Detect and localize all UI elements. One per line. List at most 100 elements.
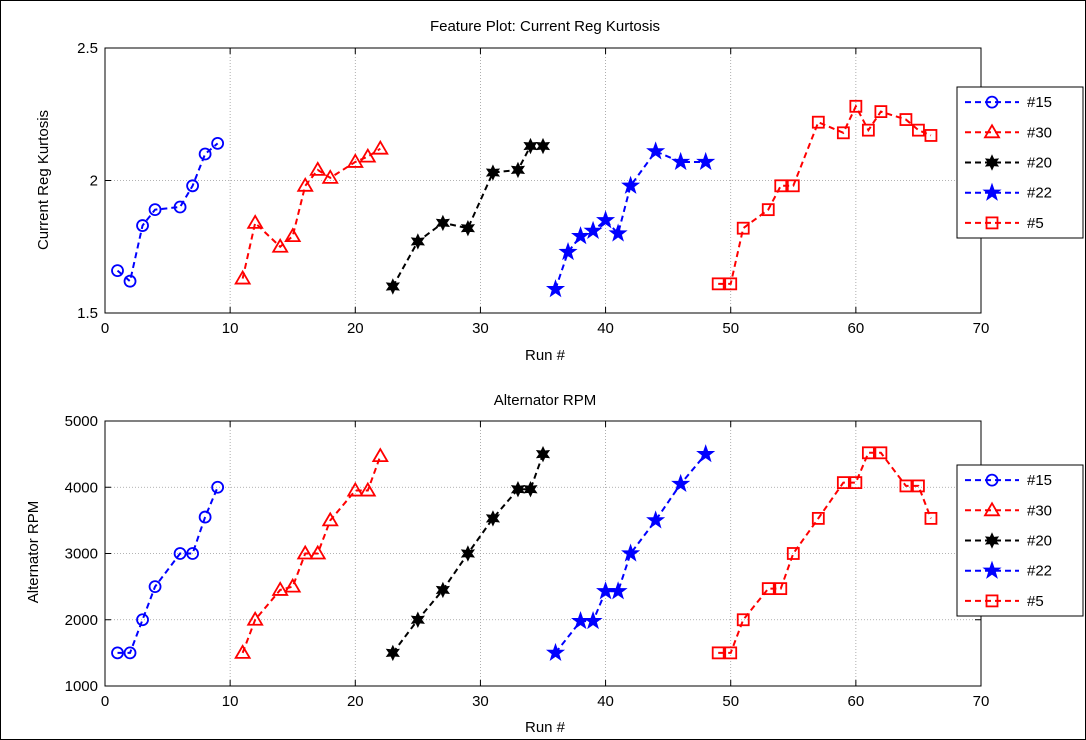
rpm-data-point	[111, 646, 124, 660]
kurtosis-legend-entry: #15	[965, 94, 1052, 111]
rpm-data-point	[811, 511, 825, 525]
rpm-legend-label: #22	[1027, 563, 1052, 580]
rpm-data-point	[173, 547, 187, 560]
rpm-data-point	[874, 446, 888, 460]
rpm-data-point	[186, 547, 200, 560]
rpm-data-point	[724, 646, 738, 660]
kurtosis-data-point	[371, 139, 389, 155]
kurtosis-legend-label: #5	[1027, 215, 1044, 232]
rpm-legend-marker	[983, 501, 1001, 517]
rpm-series-2	[385, 445, 551, 662]
kurtosis-legend-label: #30	[1027, 124, 1052, 141]
rpm-data-point	[646, 510, 666, 529]
kurtosis-x-tick-label: 50	[722, 320, 739, 337]
rpm-y-tick-label: 4000	[65, 479, 98, 496]
kurtosis-data-point	[711, 277, 725, 291]
kurtosis-data-point	[173, 200, 187, 214]
rpm-chart-title: Alternator RPM	[494, 392, 597, 409]
kurtosis-x-tick-label: 70	[973, 320, 990, 337]
kurtosis-data-point	[583, 220, 603, 239]
rpm-series-4	[711, 446, 938, 660]
kurtosis-y-axis-label: Current Reg Kurtosis	[35, 110, 52, 250]
kurtosis-series-4	[711, 99, 938, 291]
rpm-data-point	[198, 510, 212, 524]
rpm-legend-label: #30	[1027, 502, 1052, 519]
kurtosis-legend-entry: #22	[965, 182, 1052, 202]
rpm-legend-marker	[985, 594, 999, 608]
rpm-legend-label: #20	[1027, 533, 1052, 550]
rpm-data-point	[246, 610, 264, 626]
rpm-x-axis-label: Run #	[525, 719, 566, 736]
rpm-x-tick-label: 30	[472, 693, 489, 710]
kurtosis-data-point	[309, 161, 327, 176]
kurtosis-y-tick-label: 2	[90, 173, 98, 190]
rpm-series-3	[545, 444, 716, 661]
kurtosis-x-tick-label: 0	[101, 320, 109, 337]
kurtosis-legend-entry: #30	[965, 123, 1052, 141]
kurtosis-legend-marker	[982, 182, 1002, 201]
kurtosis-legend-marker	[984, 154, 1000, 171]
rpm-data-point	[460, 545, 476, 562]
kurtosis-legend: #15 #30 #20 #22 #5	[956, 86, 1084, 239]
rpm-data-point	[485, 510, 501, 527]
rpm-data-point	[849, 476, 863, 490]
rpm-data-point	[523, 481, 538, 498]
rpm-legend-marker	[984, 532, 1000, 549]
kurtosis-data-point	[571, 226, 591, 245]
kurtosis-data-point	[774, 179, 788, 193]
kurtosis-grid	[105, 48, 981, 313]
rpm-series-0	[111, 480, 225, 660]
rpm-series-line	[241, 455, 382, 654]
kurtosis-x-tick-label: 30	[472, 320, 489, 337]
kurtosis-data-point	[198, 147, 212, 161]
kurtosis-data-point	[435, 214, 450, 232]
kurtosis-data-point	[912, 123, 925, 137]
kurtosis-series-line	[554, 150, 706, 290]
kurtosis-series-1	[234, 139, 389, 285]
kurtosis-legend-label: #15	[1027, 94, 1052, 111]
kurtosis-data-point	[596, 210, 616, 229]
kurtosis-data-point	[535, 137, 551, 155]
rpm-legend-marker	[982, 560, 1002, 579]
kurtosis-data-point	[545, 279, 566, 298]
rpm-x-tick-label: 40	[597, 693, 614, 710]
kurtosis-data-point	[621, 175, 641, 194]
rpm-legend-entry: #30	[965, 501, 1052, 519]
kurtosis-data-point	[510, 161, 526, 179]
kurtosis-legend-label: #20	[1027, 155, 1052, 172]
kurtosis-data-point	[271, 237, 289, 253]
kurtosis-data-point	[346, 153, 364, 168]
rpm-data-point	[924, 511, 938, 525]
rpm-y-tick-label: 2000	[65, 612, 98, 629]
rpm-data-point	[123, 646, 137, 660]
rpm-data-point	[761, 582, 775, 596]
kurtosis-data-point	[861, 123, 875, 137]
kurtosis-data-point	[410, 233, 425, 250]
rpm-data-point	[136, 613, 149, 627]
kurtosis-data-point	[646, 141, 666, 160]
kurtosis-data-point	[460, 220, 476, 237]
rpm-data-point	[774, 582, 788, 596]
rpm-series-1	[234, 447, 389, 659]
rpm-data-point	[346, 481, 364, 497]
rpm-data-point	[234, 644, 252, 659]
rpm-legend-entry: #20	[965, 532, 1052, 550]
rpm-data-point	[435, 581, 450, 599]
rpm-data-point	[786, 547, 800, 560]
rpm-x-tick-label: 0	[101, 693, 109, 710]
rpm-data-point	[385, 644, 400, 662]
rpm-data-point	[545, 642, 566, 661]
kurtosis-series-0	[111, 136, 225, 288]
rpm-y-axis-label: Alternator RPM	[25, 501, 42, 604]
kurtosis-data-point	[696, 151, 716, 171]
kurtosis-y-tick-label: 2.5	[77, 40, 98, 57]
rpm-grid	[105, 421, 981, 686]
kurtosis-legend-entry: #20	[965, 154, 1052, 172]
rpm-data-point	[148, 580, 162, 594]
rpm-data-point	[535, 445, 551, 463]
rpm-data-point	[321, 511, 339, 527]
rpm-data-point	[271, 581, 289, 596]
rpm-x-tick-label: 70	[973, 693, 990, 710]
rpm-data-point	[861, 446, 875, 460]
